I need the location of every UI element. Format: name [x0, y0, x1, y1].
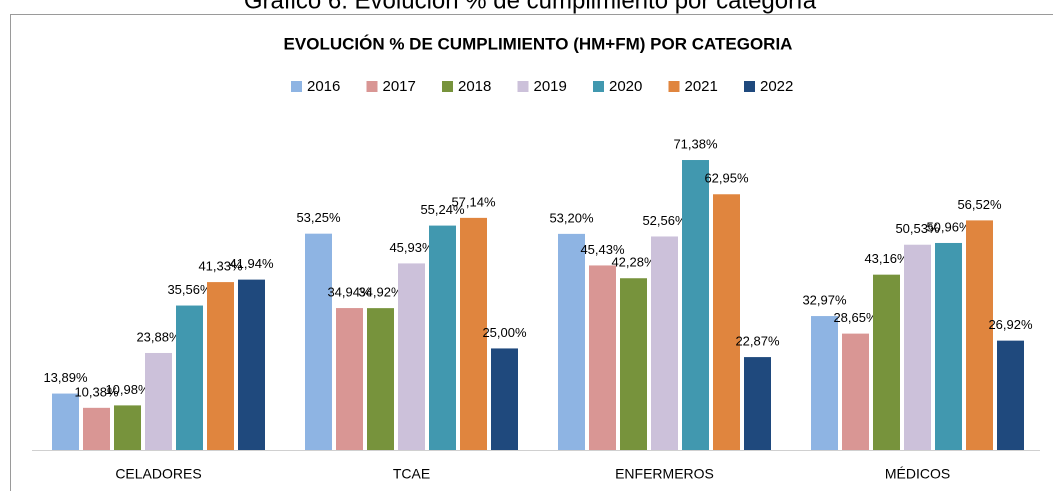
bar [811, 316, 838, 450]
data-label: 62,95% [704, 171, 749, 186]
legend-label: 2016 [307, 78, 340, 95]
bar [904, 244, 931, 450]
data-label: 43,16% [864, 251, 909, 266]
data-label: 52,56% [642, 213, 687, 228]
data-label: 32,97% [802, 292, 847, 307]
chart-title: EVOLUCIÓN % DE CUMPLIMIENTO (HM+FM) POR … [284, 34, 793, 53]
x-tick-label: TCAE [393, 466, 430, 482]
data-label: 57,14% [451, 194, 496, 209]
caption: Gráfico 6. Evolución % de cumplimiento p… [244, 0, 817, 14]
data-label: 55,24% [420, 202, 465, 217]
legend-label: 2019 [534, 78, 567, 95]
data-label: 35,56% [167, 282, 212, 297]
x-tick-label: CELADORES [115, 466, 201, 482]
data-label: 50,96% [926, 219, 971, 234]
legend-swatch [744, 81, 755, 92]
data-label: 28,65% [833, 310, 878, 325]
data-label: 41,94% [229, 256, 274, 271]
data-label: 10,38% [74, 384, 119, 399]
x-tick-label: ENFERMEROS [615, 466, 714, 482]
bar [460, 217, 487, 450]
bar [491, 348, 518, 450]
data-label: 10,98% [105, 382, 150, 397]
legend-swatch [593, 81, 604, 92]
data-label: 53,20% [549, 210, 594, 225]
data-label: 45,93% [389, 240, 434, 255]
data-label: 34,94% [327, 284, 372, 299]
bar [429, 225, 456, 450]
data-label: 50,53% [895, 221, 940, 236]
data-label: 13,89% [43, 370, 88, 385]
x-tick-label: MÉDICOS [885, 466, 950, 482]
bar [997, 340, 1024, 450]
legend-swatch [291, 81, 302, 92]
bar [83, 407, 110, 450]
bar [145, 352, 172, 450]
data-label: 34,92% [358, 285, 403, 300]
chart-border [10, 14, 1053, 491]
legend-label: 2021 [685, 78, 718, 95]
bar [336, 308, 363, 450]
bar [935, 242, 962, 450]
bar [558, 233, 585, 450]
bar [52, 393, 79, 450]
data-label: 26,92% [988, 317, 1033, 332]
data-label: 71,38% [673, 136, 718, 151]
legend-label: 2022 [760, 78, 793, 95]
bar [114, 405, 141, 450]
data-label: 25,00% [482, 325, 527, 340]
bar [744, 357, 771, 450]
bar [367, 308, 394, 450]
bar [176, 305, 203, 450]
bar [305, 233, 332, 450]
bar [713, 194, 740, 450]
data-label: 56,52% [957, 197, 1002, 212]
bar [589, 265, 616, 450]
bar [398, 263, 425, 450]
bar [620, 278, 647, 450]
data-label: 22,87% [735, 334, 780, 349]
legend-label: 2017 [383, 78, 416, 95]
legend-label: 2020 [609, 78, 642, 95]
legend-swatch [366, 81, 378, 92]
data-label: 23,88% [136, 329, 181, 344]
legend-swatch [668, 81, 680, 92]
data-label: 42,28% [611, 255, 656, 270]
bar [682, 160, 709, 451]
bar [966, 220, 993, 450]
bar [238, 279, 265, 450]
data-label: 45,43% [580, 242, 625, 257]
data-label: 53,25% [296, 210, 341, 225]
legend-swatch [517, 81, 529, 92]
bar [651, 236, 678, 450]
bar [842, 333, 869, 450]
legend-label: 2018 [458, 78, 491, 95]
bar [207, 282, 234, 450]
data-label: 41,33% [198, 259, 243, 274]
legend-swatch [442, 81, 453, 92]
bar [873, 274, 900, 450]
